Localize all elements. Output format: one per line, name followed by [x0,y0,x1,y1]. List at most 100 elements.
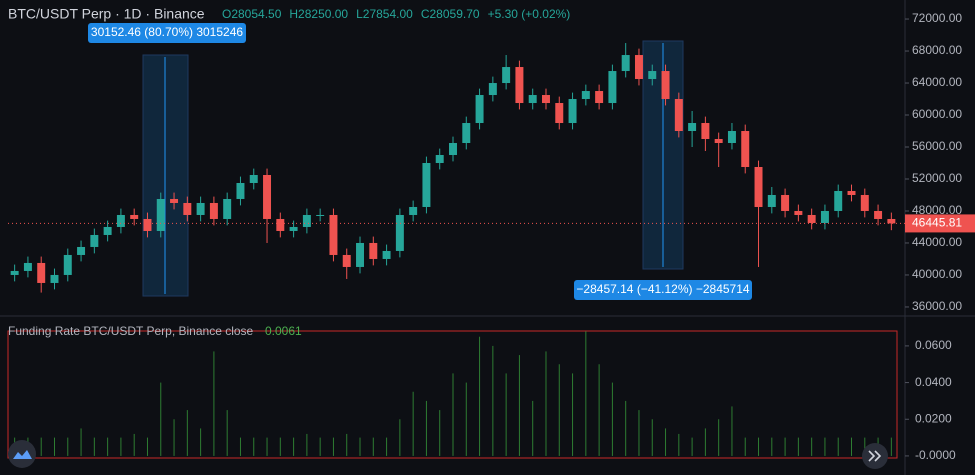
candle-body [409,206,418,215]
ohlc-value: C28059.70 [421,7,480,21]
y-tick-label: 0.0600 [915,338,952,352]
candle-body [435,155,444,163]
y-tick-label: 48000.00 [912,203,962,217]
candle-body [289,226,298,231]
last-price-label: 46445.81 [912,216,962,230]
y-tick-label: 72000.00 [912,11,962,25]
indicator-value: 0.0061 [265,324,302,338]
candle-body [688,123,697,132]
indicator-title: Funding Rate BTC/USDT Perp, Binance clos… [8,324,254,338]
candle-body [276,218,285,231]
ohlc-value: L27854.00 [356,7,413,21]
candle-body [488,83,497,96]
candle-body [170,198,179,203]
candle-body [568,99,577,124]
indicator-selection [7,330,898,459]
candle-body [50,274,59,283]
candle-body [727,131,736,144]
candle-body [10,270,19,275]
ohlc-value: H28250.00 [289,7,348,21]
y-tick-label: 0.0200 [915,411,952,425]
candle-body [422,162,431,207]
candle-body [767,194,776,207]
candle-body [754,166,763,207]
y-tick-label: 68000.00 [912,43,962,57]
y-tick-label: 60000.00 [912,107,962,121]
candle-body [515,67,524,104]
candle-body [196,202,205,215]
candle-body [674,99,683,132]
candle-body [209,202,218,219]
candle-body [502,67,511,84]
candle-body [475,95,484,124]
candle-body [847,190,856,195]
candle-body [741,131,750,167]
ohlc-value: +5.30 (+0.02%) [488,7,571,21]
measure-label: 30152.46 (80.70%) 3015246 [91,25,243,39]
ohlc-value: O28054.50 [222,7,282,21]
symbol-title: BTC/USDT Perp · 1D · Binance [8,6,205,22]
candle-body [595,91,604,104]
last-price-box [905,214,975,233]
candle-body [449,143,457,156]
candle-body [156,198,165,231]
candle-body [794,210,803,215]
y-tick-label: 0.0400 [915,375,952,389]
candle-body [834,190,843,211]
candle-body [648,71,657,80]
measure-label-box [574,280,752,300]
candle-body [116,214,125,227]
y-tick-label: 64000.00 [912,75,962,89]
candle-body [103,226,112,235]
candle-body [23,262,32,271]
candle-body [874,210,883,219]
candle-body [63,254,72,275]
candle-body [701,123,710,140]
y-tick-label: 52000.00 [912,171,962,185]
candle-body [608,71,617,104]
candle-body [581,91,590,100]
candle-body [661,71,670,100]
candle-body [236,182,245,199]
candle-body [555,103,564,124]
candle-body [130,214,139,219]
candle-body [714,139,723,144]
candle-body [781,194,790,211]
candle-body [316,214,325,216]
candle-body [634,55,643,80]
y-tick-label: -0.0000 [915,448,956,462]
candle-body [302,214,311,227]
candle-body [356,242,364,267]
measure-label: −28457.14 (−41.12%) −2845714 [576,282,749,296]
y-tick-label: 56000.00 [912,139,962,153]
candle-body [77,246,86,255]
candle-body [329,214,338,255]
candle-body [249,174,258,183]
candle-body [542,95,550,104]
y-tick-label: 40000.00 [912,267,962,281]
candle-body [369,242,378,259]
candle-body [342,254,351,267]
logo-icon [13,450,32,459]
candle-body [143,218,152,231]
candle-body [183,202,192,215]
candle-body [860,194,869,211]
candle-body [820,210,829,223]
candle-body [382,250,391,259]
y-tick-label: 36000.00 [912,299,962,313]
candle-body [807,214,816,223]
scroll-icon [868,450,882,462]
candle-body [887,218,896,224]
candle-body [621,55,630,72]
logo[interactable] [8,440,36,468]
candle-body [263,174,272,219]
candle-body [37,262,46,283]
y-tick-label: 44000.00 [912,235,962,249]
candle-body [462,123,471,144]
measure-label-box [88,23,246,43]
candle-body [223,198,232,219]
candle-body [528,95,537,104]
candle-body [90,234,99,247]
